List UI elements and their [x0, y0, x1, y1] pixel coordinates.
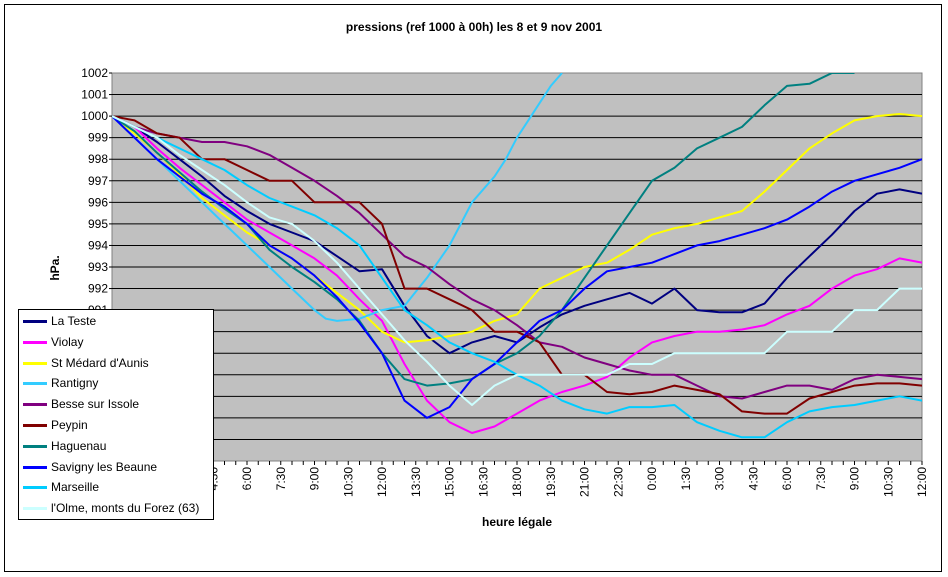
legend-item: Violay [19, 332, 213, 352]
x-tick-label: 9:00 [848, 467, 862, 491]
y-tick-label: 995 [88, 217, 108, 231]
x-tick-label: 10:30 [341, 467, 355, 497]
y-tick-label: 1000 [81, 109, 108, 123]
legend-swatch [23, 382, 47, 386]
y-tick-label: 998 [88, 152, 108, 166]
x-tick-label: 12:00 [375, 467, 389, 497]
series-lines [112, 73, 922, 439]
legend-item: La Teste [19, 311, 213, 331]
series-line-4 [112, 115, 922, 400]
x-axis-ticks: 4:30 6:00 7:30 9:00 10:30 12:00 13:30 15:00 16:3… [111, 461, 929, 497]
legend-label: St Médard d'Aunis [51, 355, 149, 370]
x-tick-label: 13:30 [409, 467, 423, 497]
y-tick-label: 1001 [81, 88, 108, 102]
legend-swatch [23, 340, 47, 344]
legend-swatch [23, 320, 47, 323]
legend-label: l'Olme, monts du Forez (63) [51, 501, 200, 516]
legend-label: La Teste [51, 314, 97, 328]
legend-item: Peypin [19, 415, 213, 435]
legend-swatch [23, 465, 47, 469]
legend-label: Peypin [51, 418, 88, 432]
x-tick-label: 1:30 [679, 467, 693, 491]
legend-item: St Médard d'Aunis [19, 353, 213, 373]
y-tick-label: 997 [88, 174, 108, 188]
legend-label: Besse sur Issole [51, 397, 140, 412]
x-tick-label: 7:30 [274, 467, 288, 491]
legend-label: Rantigny [51, 376, 99, 391]
x-tick-label: 7:30 [814, 467, 828, 491]
x-tick-label: 4:30 [746, 467, 760, 491]
legend-label: Marseille [51, 480, 100, 495]
legend-label: Haguenau [51, 438, 107, 453]
legend-label: Savigny les Beaune [51, 459, 158, 474]
y-tick-label: 993 [88, 260, 108, 274]
series-line-9 [112, 115, 922, 406]
series-line-3 [112, 73, 563, 322]
legend-label: Violay [51, 334, 84, 349]
legend-swatch [23, 424, 47, 427]
x-tick-label: 3:00 [713, 467, 727, 491]
legend-swatch [23, 361, 47, 365]
series-line-5 [112, 115, 922, 415]
series-line-2 [112, 113, 922, 344]
legend-item: Savigny les Beaune [19, 457, 213, 477]
legend-item: Marseille [19, 477, 213, 497]
legend-swatch [23, 486, 47, 490]
y-axis-ticks: 100210011000999998997996995994993992991 [81, 66, 112, 317]
legend-swatch [23, 403, 47, 407]
legend: La Teste Violay St Médard d'Aunis Rantigny B… [18, 309, 214, 520]
series-line-7 [112, 115, 922, 419]
x-tick-label: 22:30 [611, 467, 625, 497]
chart-title: pressions (ref 1000 à 00h) les 8 et 9 no… [345, 20, 603, 34]
x-tick-label: 16:30 [476, 467, 490, 497]
y-tick-label: 1002 [81, 66, 108, 80]
x-tick-label: 9:00 [308, 467, 322, 491]
legend-item: Rantigny [19, 373, 213, 393]
x-tick-label: 19:30 [544, 467, 558, 497]
legend-swatch [23, 507, 47, 511]
x-tick-label: 0:00 [645, 467, 659, 491]
x-axis-label: heure légale [482, 515, 552, 529]
x-tick-label: 6:00 [240, 467, 254, 491]
legend-swatch [23, 444, 47, 448]
x-tick-label: 10:30 [881, 467, 895, 497]
series-line-1 [112, 115, 922, 434]
y-axis-label: hPa. [48, 255, 62, 280]
legend-item: Besse sur Issole [19, 394, 213, 414]
legend-item: Haguenau [19, 436, 213, 456]
y-tick-label: 999 [88, 131, 108, 145]
x-tick-label: 18:00 [510, 467, 524, 497]
x-tick-label: 21:00 [578, 467, 592, 497]
x-tick-label: 15:00 [443, 467, 457, 497]
y-tick-label: 992 [88, 282, 108, 296]
y-tick-label: 994 [88, 238, 108, 252]
x-tick-label: 12:00 [915, 467, 929, 497]
legend-item: l'Olme, monts du Forez (63) [19, 498, 213, 518]
y-tick-label: 996 [88, 195, 108, 209]
x-tick-label: 6:00 [780, 467, 794, 491]
